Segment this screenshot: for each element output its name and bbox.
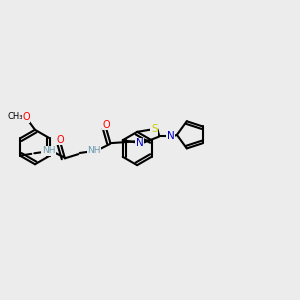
Text: N: N [136, 138, 144, 148]
Text: S: S [151, 124, 158, 134]
Text: N: N [167, 131, 175, 141]
Text: O: O [57, 135, 64, 145]
Text: CH₃: CH₃ [7, 112, 22, 121]
Text: NH: NH [42, 146, 55, 155]
Text: O: O [22, 112, 30, 122]
Text: O: O [102, 120, 110, 130]
Text: NH: NH [87, 146, 101, 155]
